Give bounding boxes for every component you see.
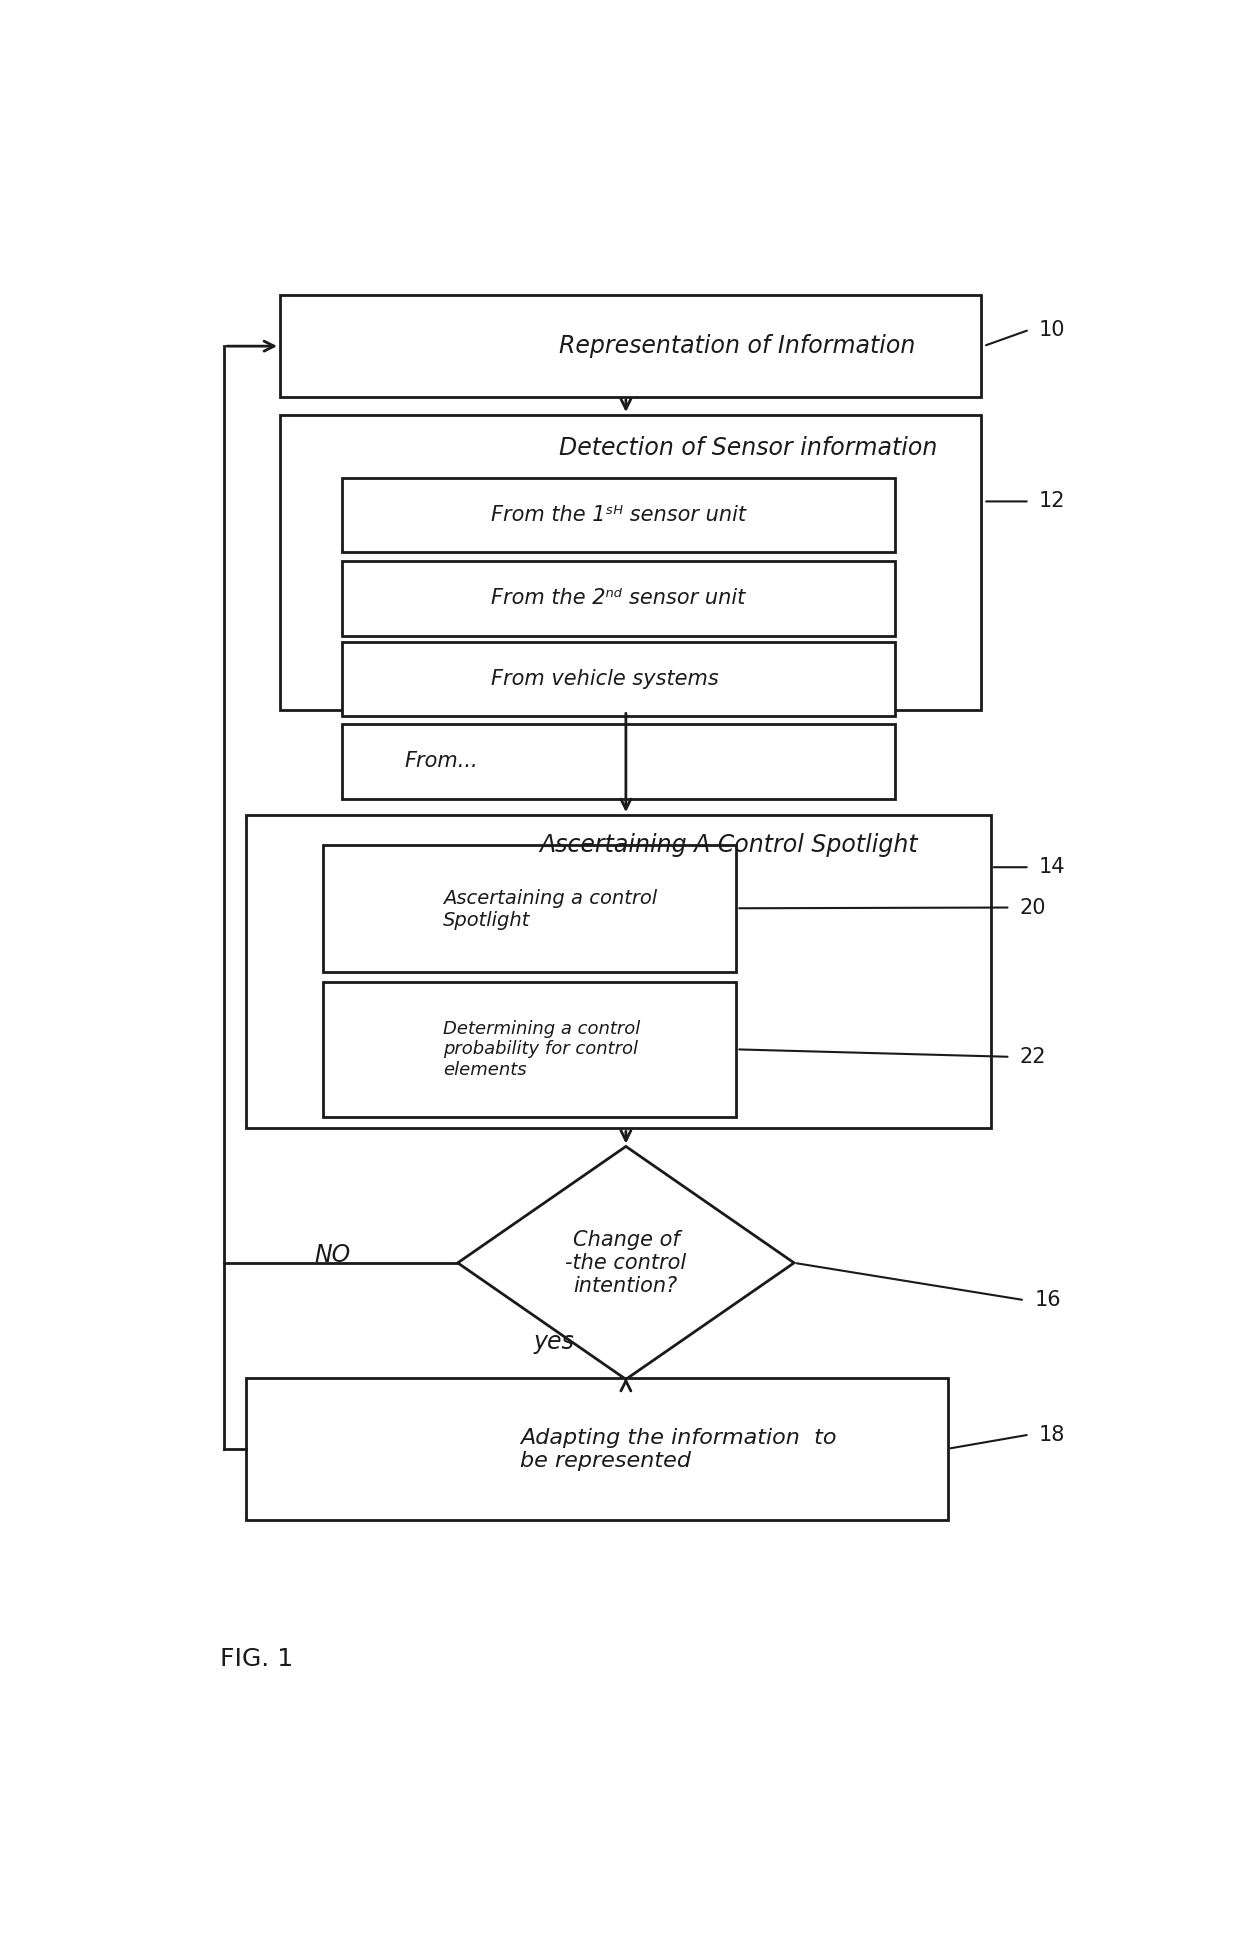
Text: Change of
-the control
intention?: Change of -the control intention?: [565, 1229, 687, 1295]
Text: 14: 14: [1039, 857, 1065, 876]
Text: 16: 16: [1034, 1289, 1061, 1311]
Bar: [247, 814, 991, 1128]
Bar: [280, 415, 982, 710]
Text: From the 1ˢᴴ sensor unit: From the 1ˢᴴ sensor unit: [491, 504, 746, 525]
Text: From the 2ⁿᵈ sensor unit: From the 2ⁿᵈ sensor unit: [491, 588, 745, 609]
Text: Ascertaining a control
Spotlight: Ascertaining a control Spotlight: [444, 888, 657, 929]
Text: Representation of Information: Representation of Information: [558, 334, 915, 359]
Text: Adapting the information  to
be represented: Adapting the information to be represent…: [521, 1427, 837, 1472]
Polygon shape: [458, 1146, 794, 1379]
Bar: [247, 1379, 947, 1520]
Bar: [324, 983, 737, 1117]
Text: Ascertaining A Control Spotlight: Ascertaining A Control Spotlight: [539, 834, 918, 857]
Bar: [342, 642, 895, 715]
Text: From...: From...: [404, 750, 479, 772]
Text: NO: NO: [315, 1243, 351, 1268]
Text: 12: 12: [1039, 491, 1065, 512]
Bar: [280, 295, 982, 397]
Text: yes: yes: [533, 1330, 574, 1353]
Bar: [342, 723, 895, 799]
Bar: [324, 845, 737, 971]
Text: From vehicle systems: From vehicle systems: [491, 669, 719, 688]
Text: Determining a control
probability for control
elements: Determining a control probability for co…: [444, 1020, 641, 1080]
Text: FIG. 1: FIG. 1: [221, 1646, 294, 1671]
Text: 18: 18: [1039, 1425, 1065, 1445]
Bar: [342, 477, 895, 553]
Text: Detection of Sensor information: Detection of Sensor information: [558, 436, 937, 460]
Text: 20: 20: [1019, 898, 1047, 917]
Text: 22: 22: [1019, 1047, 1047, 1066]
Text: 10: 10: [1039, 320, 1065, 339]
Bar: [342, 560, 895, 636]
